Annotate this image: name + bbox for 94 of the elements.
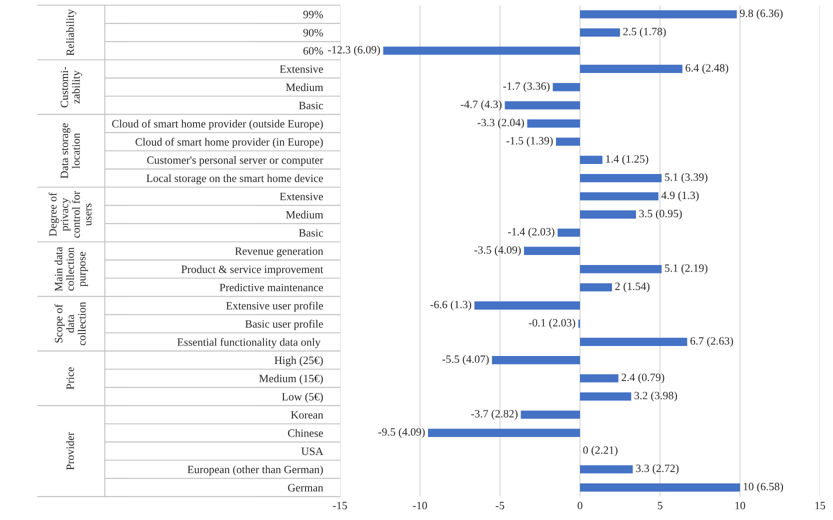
x-tick-label: 15 <box>815 502 826 510</box>
data-label: 3.3 (2.72) <box>636 464 679 474</box>
data-label: 6.7 (2.63) <box>690 336 733 347</box>
y-tick-label: Chinese <box>288 429 323 437</box>
y-tick-label: High (25€) <box>274 356 323 366</box>
y-tick-label: Low (5€) <box>282 392 323 403</box>
y-tick-label: Medium <box>286 210 324 218</box>
y-tick-label: European (other than German) <box>188 465 323 476</box>
bar <box>580 338 688 346</box>
data-label: 1.4 (1.25) <box>606 154 648 165</box>
data-label: -0.1 (2.03) <box>528 318 576 329</box>
y-tick-label: Extensive user profile <box>226 302 323 312</box>
data-label: 5.1 (3.39) <box>665 173 708 184</box>
y-tick-label: Essential functionality data only <box>177 338 321 348</box>
bar <box>580 64 682 73</box>
x-tick-label: -10 <box>413 502 427 510</box>
y-tick-label: Basic <box>298 229 323 237</box>
y-tick-label: 90% <box>303 28 323 36</box>
y-tick-label: Extensive <box>280 65 323 73</box>
data-label: 3.5 (0.95) <box>639 209 682 220</box>
bar <box>428 428 580 437</box>
text: Reliability <box>66 9 76 56</box>
y-tick-label: Medium <box>286 83 324 92</box>
data-label: -4.7 (4.3) <box>460 100 502 110</box>
text: Main data collection purpose <box>54 246 88 292</box>
data-label: 5.1 (2.19) <box>665 264 708 274</box>
data-label: 10 (6.58) <box>744 482 784 493</box>
y-tick-label: Extensive <box>280 192 323 200</box>
y-tick-label: Cloud of smart home provider (in Europe) <box>136 138 323 148</box>
x-tick-label: 5 <box>658 502 662 510</box>
text: Data storage location <box>60 123 80 178</box>
y-tick-label: Basic user profile <box>245 320 323 330</box>
bar <box>580 156 602 164</box>
y-tick-label: 60% <box>303 47 323 55</box>
bar <box>580 465 633 474</box>
bar <box>580 265 662 274</box>
bar <box>492 356 580 364</box>
data-label: -3.3 (2.04) <box>478 118 524 129</box>
bar <box>527 119 580 128</box>
bar <box>520 410 580 419</box>
bar <box>580 28 620 37</box>
x-tick-label: 10 <box>735 502 746 510</box>
text: Scope of data collection <box>54 302 86 346</box>
y-tick-label: Korean <box>290 411 324 419</box>
data-label: -1.5 (1.39) <box>506 136 553 147</box>
bar <box>556 138 580 146</box>
bar <box>580 392 632 401</box>
bar <box>580 374 618 382</box>
bar <box>580 210 636 219</box>
data-label: -1.4 (2.03) <box>508 228 554 238</box>
bar <box>558 228 580 237</box>
y-tick-label: Medium (15€) <box>259 374 323 385</box>
data-label: 9.8 (6.36) <box>740 9 783 20</box>
x-tick-label: 0 <box>578 502 582 510</box>
data-label: 2 (1.54) <box>615 282 650 292</box>
data-label: 0 (2.21) <box>583 446 618 456</box>
bar <box>580 483 740 492</box>
y-tick-label: Predictive maintenance <box>220 283 323 292</box>
text: Price <box>66 367 74 390</box>
bar <box>552 83 580 92</box>
data-label: -5.5 (4.07) <box>442 355 489 366</box>
bar <box>524 246 580 255</box>
y-tick-label: Revenue generation <box>235 247 324 258</box>
data-label: 6.4 (2.48) <box>686 64 728 74</box>
text: Customi- zability <box>60 66 82 108</box>
y-tick-label: Product & service improvement <box>181 265 324 276</box>
text: Degree of privacy control for users <box>48 190 92 238</box>
bar <box>580 174 662 182</box>
data-label: 2.5 (1.78) <box>623 27 666 38</box>
data-label: 2.4 (0.79) <box>622 373 664 384</box>
data-label: -9.5 (4.09) <box>378 428 425 438</box>
data-label: -6.6 (1.3) <box>430 300 472 311</box>
bar <box>383 46 580 55</box>
bar <box>580 283 612 292</box>
bar <box>580 192 658 200</box>
data-label: -3.7 (2.82) <box>471 410 518 420</box>
data-label: -3.5 (4.09) <box>474 246 521 256</box>
y-tick-label: USA <box>301 448 324 456</box>
bar <box>504 101 580 110</box>
y-tick-label: Local storage on the smart home device <box>146 174 323 184</box>
y-tick-label: Cloud of smart home provider (outside Europe) <box>112 120 323 130</box>
data-label: 4.9 (1.3) <box>661 191 699 202</box>
data-label: 3.2 (3.98) <box>634 391 677 402</box>
data-label: -12.3 (6.09) <box>328 46 380 56</box>
data-label: -1.7 (3.36) <box>503 82 550 92</box>
x-tick-label: -15 <box>333 502 347 510</box>
bar <box>580 10 737 18</box>
text: Provider <box>66 432 74 470</box>
y-tick-label: German <box>288 484 324 492</box>
y-tick-label: Customer's personal server or computer <box>147 156 324 166</box>
y-tick-label: Basic <box>298 102 323 110</box>
y-tick-label: 99% <box>303 10 323 18</box>
bar <box>474 301 580 310</box>
x-tick-label: -5 <box>496 502 504 510</box>
